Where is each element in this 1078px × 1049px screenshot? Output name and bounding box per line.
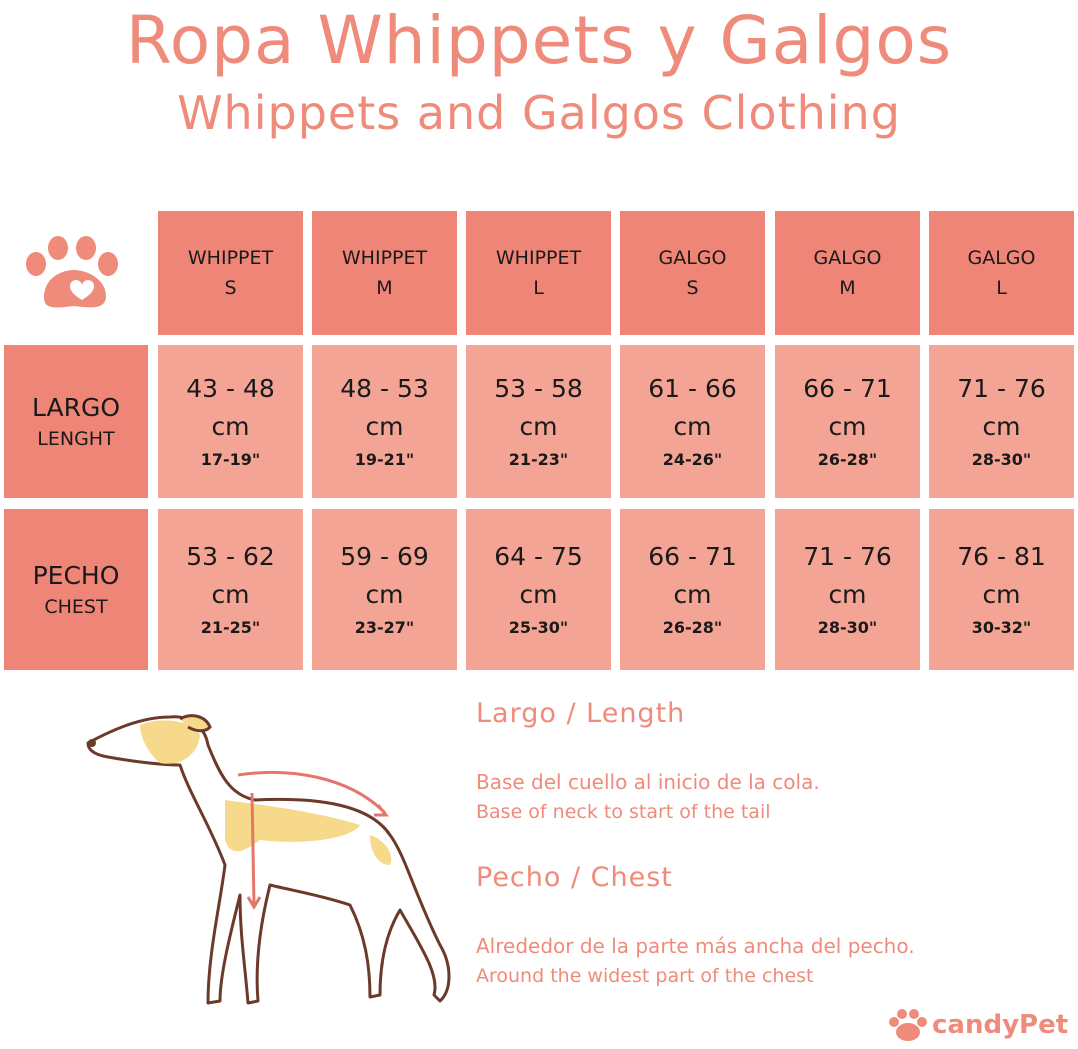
cm-range: 43 - 48 — [186, 373, 275, 403]
size-cell: 48 - 53 cm 19-21" — [312, 345, 457, 498]
column-size: L — [533, 277, 544, 299]
unit: cm — [365, 579, 404, 609]
inch-range: 28-30" — [971, 449, 1032, 469]
unit: cm — [828, 411, 867, 441]
size-cell: 64 - 75 cm 25-30" — [466, 509, 611, 670]
dog-illustration — [86, 714, 451, 1005]
unit: cm — [211, 579, 250, 609]
column-header: WHIPPET S — [158, 211, 303, 335]
size-cell: 43 - 48 cm 17-19" — [158, 345, 303, 498]
row-header: PECHO CHEST — [4, 509, 148, 670]
column-type: WHIPPET — [341, 247, 428, 269]
column-header: WHIPPET M — [312, 211, 457, 335]
inch-range: 23-27" — [354, 617, 415, 637]
brand-logo — [889, 1009, 927, 1041]
info-heading: Largo / Length — [476, 698, 686, 729]
cm-range: 76 - 81 — [957, 541, 1046, 571]
column-size: S — [686, 277, 699, 299]
inch-range: 25-30" — [508, 617, 569, 637]
cm-range: 53 - 58 — [494, 373, 583, 403]
size-cell: 53 - 58 cm 21-23" — [466, 345, 611, 498]
size-cell: 59 - 69 cm 23-27" — [312, 509, 457, 670]
row-sublabel: CHEST — [44, 595, 108, 618]
column-type: GALGO — [658, 247, 727, 269]
info-spanish: Alrededor de la parte más ancha del pech… — [476, 934, 915, 958]
unit: cm — [519, 579, 558, 609]
column-type: GALGO — [967, 247, 1036, 269]
info-english: Around the widest part of the chest — [476, 965, 814, 987]
inch-range: 24-26" — [662, 449, 723, 469]
column-header: WHIPPET L — [466, 211, 611, 335]
size-cell: 66 - 71 cm 26-28" — [775, 345, 920, 498]
cm-range: 48 - 53 — [340, 373, 429, 403]
cm-range: 66 - 71 — [803, 373, 892, 403]
inch-range: 17-19" — [200, 449, 261, 469]
paw-icon — [26, 236, 118, 308]
inch-range: 28-30" — [817, 617, 878, 637]
inch-range: 19-21" — [354, 449, 415, 469]
unit: cm — [673, 411, 712, 441]
info-heading: Pecho / Chest — [476, 862, 673, 893]
column-size: S — [224, 277, 237, 299]
size-cell: 66 - 71 cm 26-28" — [620, 509, 765, 670]
size-cell: 76 - 81 cm 30-32" — [929, 509, 1074, 670]
brand-name: candyPet — [932, 1010, 1069, 1040]
unit: cm — [982, 411, 1021, 441]
inch-range: 26-28" — [817, 449, 878, 469]
unit: cm — [673, 579, 712, 609]
row-label: PECHO — [32, 560, 120, 590]
info-spanish: Base del cuello al inicio de la cola. — [476, 770, 820, 794]
unit: cm — [982, 579, 1021, 609]
column-size: M — [839, 277, 856, 299]
size-cell: 71 - 76 cm 28-30" — [775, 509, 920, 670]
column-header: GALGO L — [929, 211, 1074, 335]
column-size: M — [376, 277, 393, 299]
size-cell: 53 - 62 cm 21-25" — [158, 509, 303, 670]
size-cell: 61 - 66 cm 24-26" — [620, 345, 765, 498]
cm-range: 66 - 71 — [648, 541, 737, 571]
inch-range: 21-25" — [200, 617, 261, 637]
row-header: LARGO LENGHT — [4, 345, 148, 498]
column-header: GALGO M — [775, 211, 920, 335]
subtitle: Whippets and Galgos Clothing — [177, 86, 901, 140]
unit: cm — [365, 411, 404, 441]
inch-range: 26-28" — [662, 617, 723, 637]
row-sublabel: LENGHT — [37, 427, 115, 450]
cm-range: 53 - 62 — [186, 541, 275, 571]
unit: cm — [828, 579, 867, 609]
cm-range: 64 - 75 — [494, 541, 583, 571]
inch-range: 30-32" — [971, 617, 1032, 637]
size-cell: 71 - 76 cm 28-30" — [929, 345, 1074, 498]
inch-range: 21-23" — [508, 449, 569, 469]
column-type: WHIPPET — [187, 247, 274, 269]
cm-range: 61 - 66 — [648, 373, 737, 403]
cm-range: 71 - 76 — [803, 541, 892, 571]
unit: cm — [519, 411, 558, 441]
column-type: WHIPPET — [495, 247, 582, 269]
row-label: LARGO — [31, 392, 121, 422]
column-type: GALGO — [813, 247, 882, 269]
cm-range: 59 - 69 — [340, 541, 429, 571]
column-size: L — [996, 277, 1007, 299]
title: Ropa Whippets y Galgos — [125, 2, 953, 79]
cm-range: 71 - 76 — [957, 373, 1046, 403]
unit: cm — [211, 411, 250, 441]
info-english: Base of neck to start of the tail — [476, 801, 771, 823]
column-header: GALGO S — [620, 211, 765, 335]
